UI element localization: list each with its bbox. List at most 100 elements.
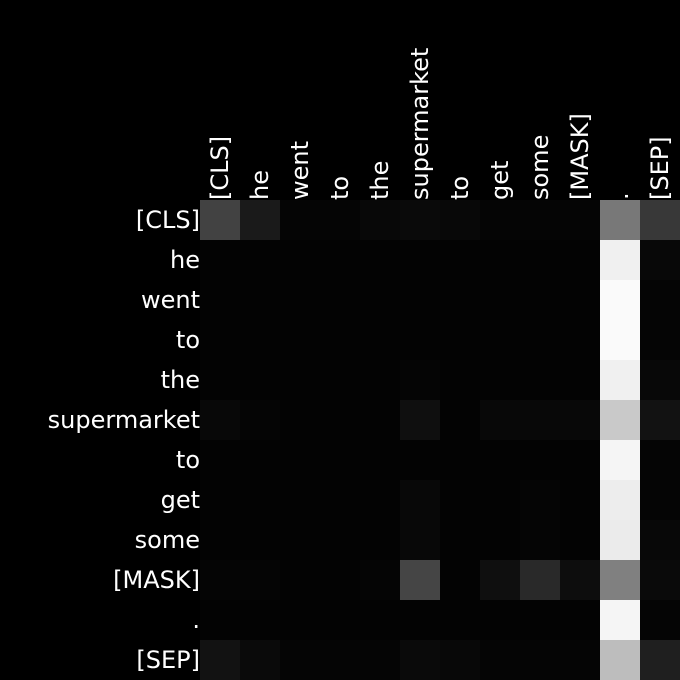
heatmap-cell — [600, 560, 640, 600]
heatmap-cell — [280, 520, 320, 560]
heatmap-cell — [600, 520, 640, 560]
y-tick-label: [SEP] — [136, 646, 200, 674]
heatmap-cell — [480, 320, 520, 360]
x-tick-label: some — [526, 135, 554, 200]
heatmap-cell — [240, 440, 280, 480]
heatmap-cell — [240, 600, 280, 640]
heatmap-cell — [560, 240, 600, 280]
heatmap-cell — [400, 480, 440, 520]
heatmap-cell — [560, 600, 600, 640]
heatmap-cell — [200, 440, 240, 480]
heatmap-cell — [520, 400, 560, 440]
heatmap-cell — [280, 240, 320, 280]
y-tick-label: [MASK] — [113, 566, 200, 594]
heatmap-cell — [480, 600, 520, 640]
heatmap-cell — [440, 480, 480, 520]
heatmap-cell — [520, 240, 560, 280]
heatmap-cell — [360, 480, 400, 520]
heatmap-cell — [200, 400, 240, 440]
y-tick-label: he — [170, 246, 200, 274]
heatmap-cell — [400, 240, 440, 280]
heatmap-cell — [360, 320, 400, 360]
y-tick-label: get — [161, 486, 200, 514]
heatmap-cell — [480, 560, 520, 600]
heatmap-cell — [320, 480, 360, 520]
x-tick-labels: [CLS] he went to the supermarket to get some [MAS… — [206, 48, 674, 200]
heatmap-cell — [280, 560, 320, 600]
heatmap-cell — [600, 400, 640, 440]
heatmap-cell — [400, 360, 440, 400]
heatmap-cell — [360, 200, 400, 240]
heatmap-cell — [560, 200, 600, 240]
heatmap-cell — [320, 520, 360, 560]
x-tick-label: went — [286, 141, 314, 200]
heatmap-cell — [240, 360, 280, 400]
heatmap-cell — [400, 600, 440, 640]
heatmap-cell — [360, 240, 400, 280]
heatmap-cell — [200, 520, 240, 560]
heatmap-cell — [560, 400, 600, 440]
heatmap-cell — [520, 360, 560, 400]
heatmap-cell — [360, 400, 400, 440]
heatmap-cell — [640, 240, 680, 280]
x-tick-label: get — [486, 161, 514, 200]
heatmap-cell — [600, 360, 640, 400]
heatmap-cell — [600, 600, 640, 640]
heatmap-cell — [600, 320, 640, 360]
heatmap-cell — [480, 520, 520, 560]
x-tick-label: the — [366, 161, 394, 200]
heatmap-cell — [440, 640, 480, 680]
heatmap-cell — [440, 240, 480, 280]
heatmap-cell — [400, 200, 440, 240]
heatmap-cell — [200, 640, 240, 680]
heatmap-cell — [320, 600, 360, 640]
heatmap-cell — [640, 440, 680, 480]
heatmap-cell — [320, 440, 360, 480]
heatmap-cell — [560, 280, 600, 320]
heatmap-cell — [240, 520, 280, 560]
heatmap-cell — [520, 560, 560, 600]
heatmap-cell — [360, 360, 400, 400]
heatmap-cell — [640, 360, 680, 400]
heatmap-cell — [360, 280, 400, 320]
heatmap-cell — [240, 200, 280, 240]
x-tick-label: . — [606, 192, 634, 200]
heatmap-cell — [600, 200, 640, 240]
heatmap-cell — [600, 480, 640, 520]
heatmap-cell — [520, 280, 560, 320]
heatmap-cell — [280, 400, 320, 440]
heatmap-cell — [280, 320, 320, 360]
heatmap-cell — [400, 320, 440, 360]
heatmap-cell — [480, 360, 520, 400]
heatmap-cell — [200, 200, 240, 240]
heatmap-cell — [440, 320, 480, 360]
x-tick-label: to — [326, 176, 354, 200]
heatmap-cell — [640, 560, 680, 600]
heatmap-cell — [240, 560, 280, 600]
y-tick-label: the — [161, 366, 200, 394]
heatmap-cell — [440, 440, 480, 480]
heatmap-cell — [320, 360, 360, 400]
heatmap-cell — [400, 520, 440, 560]
heatmap-cell — [640, 400, 680, 440]
y-tick-label: . — [192, 606, 200, 634]
heatmap-cell — [520, 480, 560, 520]
x-tick-label: supermarket — [406, 48, 434, 200]
x-tick-label: he — [246, 170, 274, 200]
heatmap-cell — [360, 440, 400, 480]
heatmap-cell — [440, 600, 480, 640]
heatmap-cell — [440, 360, 480, 400]
heatmap-cell — [640, 320, 680, 360]
heatmap-cell — [280, 360, 320, 400]
heatmap-cell — [520, 200, 560, 240]
heatmap-cell — [520, 320, 560, 360]
heatmap-cell — [520, 600, 560, 640]
heatmap-cell — [280, 640, 320, 680]
heatmap-cell — [480, 480, 520, 520]
heatmap-cell — [480, 200, 520, 240]
heatmap-cell — [240, 640, 280, 680]
heatmap-cell — [200, 360, 240, 400]
heatmap-cell — [280, 440, 320, 480]
heatmap-cell — [560, 640, 600, 680]
